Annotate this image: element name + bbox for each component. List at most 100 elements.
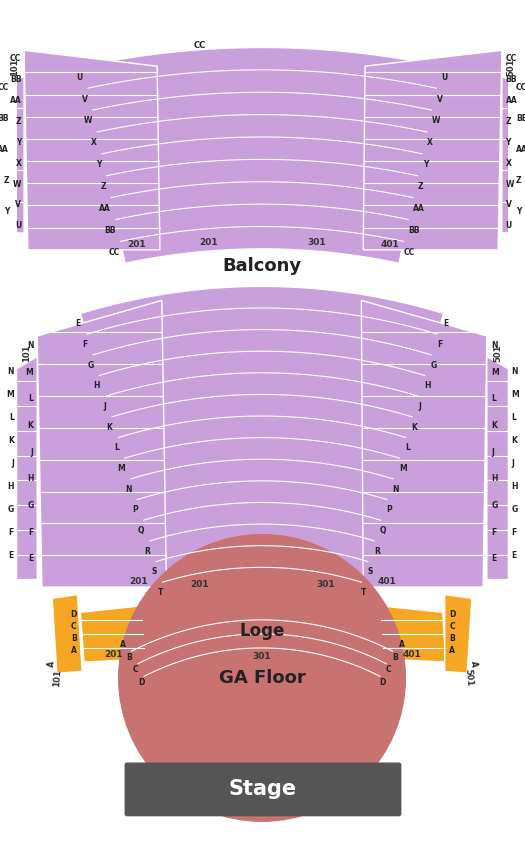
Text: CC: CC: [0, 83, 9, 93]
Text: R: R: [374, 547, 380, 556]
Text: Y: Y: [423, 161, 428, 169]
Text: K: K: [8, 436, 14, 445]
Text: C: C: [449, 622, 455, 631]
Text: J: J: [11, 459, 14, 468]
Text: V: V: [15, 201, 22, 209]
Text: L: L: [491, 394, 497, 403]
Text: F: F: [8, 528, 14, 536]
Text: U: U: [77, 73, 83, 82]
Text: K: K: [412, 422, 417, 432]
Text: GA Floor: GA Floor: [218, 669, 306, 687]
Polygon shape: [80, 286, 444, 603]
Text: V: V: [506, 201, 511, 209]
Text: F: F: [511, 528, 517, 536]
Text: M: M: [117, 464, 125, 473]
Text: BB: BB: [516, 114, 525, 123]
Text: H: H: [27, 474, 34, 484]
Text: H: H: [491, 474, 498, 484]
Text: BB: BB: [506, 75, 517, 84]
Text: B: B: [392, 653, 398, 662]
Text: N: N: [393, 484, 399, 494]
Text: C: C: [386, 666, 392, 674]
Text: Z: Z: [4, 176, 9, 185]
Text: D: D: [70, 609, 77, 619]
Text: Z: Z: [516, 176, 521, 185]
Text: BB: BB: [10, 75, 22, 84]
Text: Z: Z: [418, 182, 424, 191]
Text: 101: 101: [23, 345, 32, 362]
Text: U: U: [15, 221, 22, 230]
Text: G: G: [7, 505, 14, 513]
Text: 201: 201: [200, 238, 218, 246]
Text: F: F: [82, 340, 87, 349]
Text: N: N: [511, 367, 518, 376]
Text: F: F: [28, 528, 34, 536]
Text: R: R: [144, 547, 150, 556]
Text: 501: 501: [494, 345, 502, 362]
Text: BB: BB: [104, 226, 116, 235]
Text: F: F: [437, 340, 442, 349]
Text: 301: 301: [307, 238, 326, 246]
Text: AA: AA: [99, 204, 111, 213]
Text: Loge: Loge: [239, 622, 285, 640]
Text: BB: BB: [409, 226, 420, 235]
Text: S: S: [151, 567, 156, 576]
Text: A: A: [449, 646, 455, 655]
Text: X: X: [427, 139, 433, 147]
Text: M: M: [26, 367, 34, 377]
Text: N: N: [125, 484, 131, 494]
Text: 201: 201: [190, 580, 208, 589]
Text: N: N: [491, 341, 498, 350]
Text: X: X: [91, 139, 97, 147]
Text: D: D: [380, 678, 386, 687]
Text: AA: AA: [516, 145, 525, 154]
Text: AA: AA: [9, 96, 22, 105]
Text: A: A: [47, 660, 56, 667]
Text: S: S: [368, 567, 373, 576]
Text: E: E: [443, 320, 448, 328]
Text: X: X: [506, 159, 511, 167]
Text: P: P: [386, 506, 392, 514]
Text: Q: Q: [380, 526, 386, 535]
Text: A: A: [469, 660, 478, 667]
Text: CC: CC: [10, 54, 22, 63]
Text: A: A: [71, 646, 77, 655]
Text: 201: 201: [129, 577, 148, 586]
Text: W: W: [506, 179, 514, 189]
Text: J: J: [103, 402, 106, 411]
Text: 401: 401: [380, 240, 399, 249]
Text: T: T: [361, 588, 366, 597]
Text: AA: AA: [413, 204, 425, 213]
Polygon shape: [12, 76, 24, 233]
Text: V: V: [437, 94, 443, 104]
Text: A: A: [398, 640, 404, 649]
Text: P: P: [132, 506, 138, 514]
Text: V: V: [81, 94, 87, 104]
Polygon shape: [361, 300, 487, 587]
Text: Z: Z: [100, 182, 106, 191]
Text: H: H: [424, 382, 431, 390]
Text: B: B: [71, 634, 77, 643]
Polygon shape: [502, 76, 513, 233]
Polygon shape: [487, 357, 508, 580]
Text: 101: 101: [51, 669, 62, 687]
Text: M: M: [6, 390, 14, 399]
Text: Z: Z: [16, 117, 22, 126]
Text: U: U: [506, 221, 512, 230]
Text: L: L: [28, 394, 34, 403]
Text: K: K: [28, 421, 34, 430]
Text: H: H: [7, 482, 14, 490]
Text: BB: BB: [0, 114, 9, 123]
Text: N: N: [27, 341, 34, 350]
Text: CC: CC: [404, 248, 415, 257]
Text: E: E: [511, 551, 517, 559]
Text: Balcony: Balcony: [223, 257, 301, 275]
Polygon shape: [83, 48, 441, 264]
Text: T: T: [158, 588, 163, 597]
Text: Q: Q: [138, 526, 144, 535]
Polygon shape: [200, 753, 326, 772]
Text: C: C: [133, 666, 138, 674]
Text: AA: AA: [0, 145, 9, 154]
Text: Y: Y: [4, 207, 9, 216]
Text: 501: 501: [463, 669, 474, 687]
